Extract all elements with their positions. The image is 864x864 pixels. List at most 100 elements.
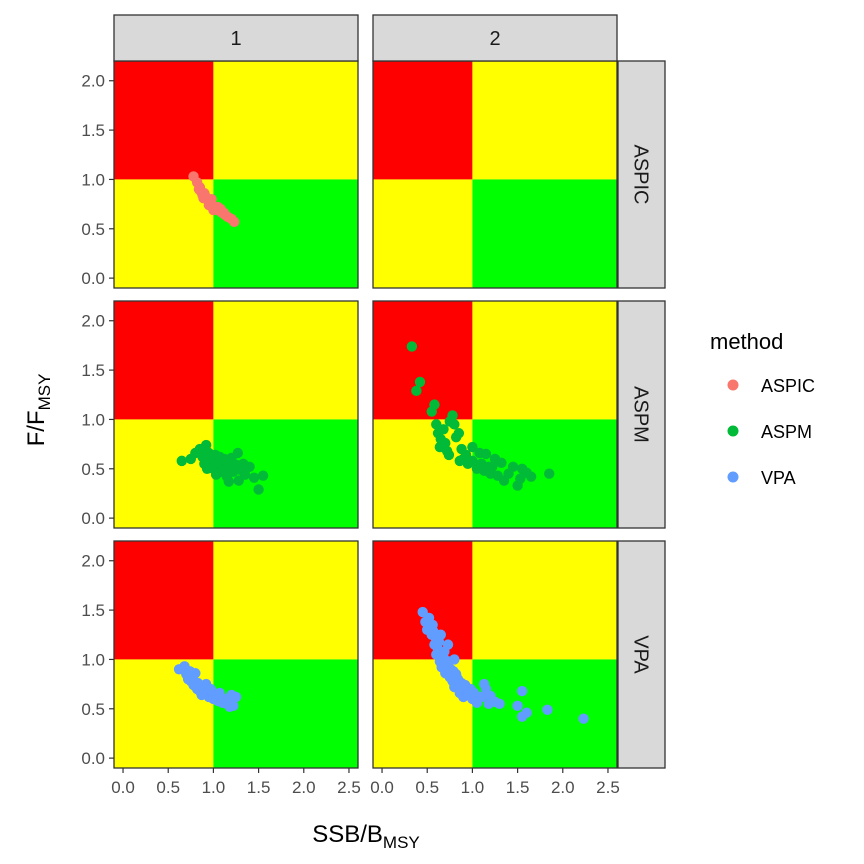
data-point-aspic	[228, 216, 240, 228]
data-point-aspm	[434, 441, 446, 453]
column-strip-1	[113, 14, 359, 62]
data-point-vpa	[428, 626, 439, 637]
x-axis-title-main: SSB/B	[312, 821, 383, 848]
x-tick-label: 1.0	[461, 778, 485, 797]
data-point-aspm	[406, 341, 418, 352]
data-point-vpa	[443, 656, 455, 667]
data-point-aspic	[219, 207, 230, 219]
data-point-vpa	[205, 683, 216, 695]
row-strip-label: ASPIC	[630, 144, 652, 204]
quadrant-healthy-overfishing	[213, 61, 358, 180]
legend-key-vpa	[727, 471, 739, 483]
data-point-aspm	[438, 424, 449, 435]
data-point-vpa	[494, 698, 505, 710]
legend-title: method	[710, 329, 783, 354]
data-point-aspm	[176, 455, 187, 467]
data-point-vpa	[448, 666, 459, 677]
y-axis-title-sub: MSY	[35, 374, 54, 411]
y-tick-label: 1.0	[81, 170, 105, 189]
column-strip-2	[372, 14, 618, 62]
data-point-aspm	[223, 476, 234, 487]
quadrant-healthy-overfishing	[213, 541, 358, 660]
quadrant-overfished-overfishing	[373, 301, 473, 420]
data-point-aspm	[454, 455, 465, 467]
row-strip-label: VPA	[630, 635, 652, 674]
row-strip-label: ASPM	[630, 386, 652, 443]
data-point-aspm	[210, 469, 222, 480]
quadrant-healthy-overfishing	[213, 301, 358, 420]
data-point-vpa	[512, 700, 523, 712]
data-point-aspm	[544, 468, 555, 479]
y-tick-label: 1.5	[81, 121, 105, 140]
data-point-aspm	[244, 461, 255, 473]
panel-aspm-2	[372, 300, 618, 529]
data-point-vpa	[230, 691, 242, 703]
y-tick-label: 0.0	[81, 269, 105, 288]
row-strip-aspm	[617, 300, 666, 529]
panel-border	[113, 540, 359, 769]
y-tick-label: 1.5	[81, 361, 105, 380]
panel-vpa-1	[113, 540, 359, 769]
legend-label-aspm: ASPM	[761, 422, 812, 442]
data-point-aspm	[443, 449, 455, 461]
data-point-vpa	[452, 673, 464, 685]
data-point-aspm	[411, 385, 422, 397]
x-tick-label: 0.5	[156, 778, 180, 797]
panel-border	[372, 540, 618, 769]
data-point-vpa	[476, 691, 487, 703]
legend-items: ASPIC ASPM VPA	[727, 376, 815, 488]
quadrant-overfished-no-overfishing	[373, 179, 473, 288]
x-tick-label: 0.0	[111, 778, 135, 797]
panel-aspm-1	[113, 300, 359, 529]
x-tick-label: 0.0	[370, 778, 394, 797]
data-point-vpa	[463, 687, 474, 699]
y-tick-label: 0.0	[81, 509, 105, 528]
data-point-aspm	[474, 447, 485, 459]
quadrant-overfished-overfishing	[114, 541, 214, 660]
row-strip-vpa	[617, 540, 666, 769]
data-point-aspm	[467, 441, 478, 453]
x-tick-label: 1.5	[506, 778, 530, 797]
x-tick-label: 2.0	[292, 778, 316, 797]
row-strip-aspic	[617, 60, 666, 289]
y-tick-label: 1.0	[81, 410, 105, 429]
quadrant-overfished-no-overfishing	[114, 179, 214, 288]
legend-label-aspic: ASPIC	[761, 376, 815, 396]
data-point-aspm	[496, 457, 507, 469]
column-strip-label: 2	[489, 28, 500, 50]
y-axis-title: F/FMSY	[23, 374, 54, 447]
legend: method ASPIC ASPM VPA	[710, 329, 815, 488]
y-tick-label: 0.0	[81, 749, 105, 768]
y-tick-label: 2.0	[81, 312, 105, 331]
data-point-aspm	[253, 484, 264, 495]
y-tick-label: 0.5	[81, 700, 105, 719]
panel-aspic-1	[113, 60, 359, 289]
data-point-aspic	[193, 184, 205, 195]
data-point-vpa	[578, 713, 589, 724]
quadrant-healthy-overfishing	[472, 541, 617, 660]
data-point-aspm	[232, 447, 244, 459]
panel-border	[113, 300, 359, 529]
data-point-vpa	[222, 694, 234, 706]
x-tick-label: 2.5	[337, 778, 361, 797]
data-point-aspm	[453, 428, 465, 439]
x-axis-title-sub: MSY	[383, 833, 420, 852]
data-point-aspm	[507, 461, 519, 473]
quadrant-overfished-overfishing	[373, 541, 473, 660]
y-tick-label: 0.5	[81, 460, 105, 479]
data-point-aspm	[257, 470, 269, 481]
quadrant-overfished-no-overfishing	[114, 419, 214, 528]
quadrant-healthy	[213, 179, 358, 288]
y-tick-label: 1.0	[81, 650, 105, 669]
x-tick-label: 2.5	[596, 778, 620, 797]
data-point-vpa	[214, 687, 225, 699]
data-point-aspm	[233, 475, 244, 486]
panel-border	[372, 300, 618, 529]
quadrant-healthy	[472, 179, 617, 288]
quadrant-healthy-overfishing	[472, 301, 617, 420]
y-axis-title-main: F/F	[23, 410, 50, 446]
data-point-aspm	[200, 439, 212, 451]
panel-aspic-2	[372, 60, 618, 289]
data-point-vpa	[516, 711, 528, 722]
